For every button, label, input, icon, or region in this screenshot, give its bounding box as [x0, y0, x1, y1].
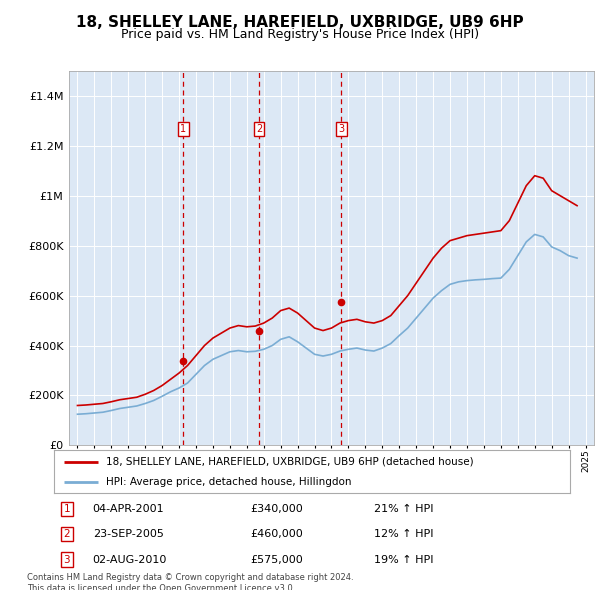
Text: 18, SHELLEY LANE, HAREFIELD, UXBRIDGE, UB9 6HP (detached house): 18, SHELLEY LANE, HAREFIELD, UXBRIDGE, U…: [106, 457, 473, 467]
Text: Contains HM Land Registry data © Crown copyright and database right 2024.
This d: Contains HM Land Registry data © Crown c…: [27, 573, 353, 590]
Text: 04-APR-2001: 04-APR-2001: [92, 504, 164, 514]
Text: 1: 1: [64, 504, 70, 514]
Text: 23-SEP-2005: 23-SEP-2005: [92, 529, 164, 539]
Text: 3: 3: [338, 124, 344, 134]
Text: 02-AUG-2010: 02-AUG-2010: [92, 555, 167, 565]
Text: HPI: Average price, detached house, Hillingdon: HPI: Average price, detached house, Hill…: [106, 477, 351, 487]
Text: 3: 3: [64, 555, 70, 565]
Text: 1: 1: [181, 124, 187, 134]
Text: 19% ↑ HPI: 19% ↑ HPI: [374, 555, 433, 565]
Text: Price paid vs. HM Land Registry's House Price Index (HPI): Price paid vs. HM Land Registry's House …: [121, 28, 479, 41]
Text: 12% ↑ HPI: 12% ↑ HPI: [374, 529, 433, 539]
Text: 2: 2: [64, 529, 70, 539]
Text: 21% ↑ HPI: 21% ↑ HPI: [374, 504, 433, 514]
Text: £575,000: £575,000: [250, 555, 303, 565]
Text: 18, SHELLEY LANE, HAREFIELD, UXBRIDGE, UB9 6HP: 18, SHELLEY LANE, HAREFIELD, UXBRIDGE, U…: [76, 15, 524, 30]
Text: £460,000: £460,000: [250, 529, 303, 539]
Text: £340,000: £340,000: [250, 504, 303, 514]
Text: 2: 2: [256, 124, 262, 134]
